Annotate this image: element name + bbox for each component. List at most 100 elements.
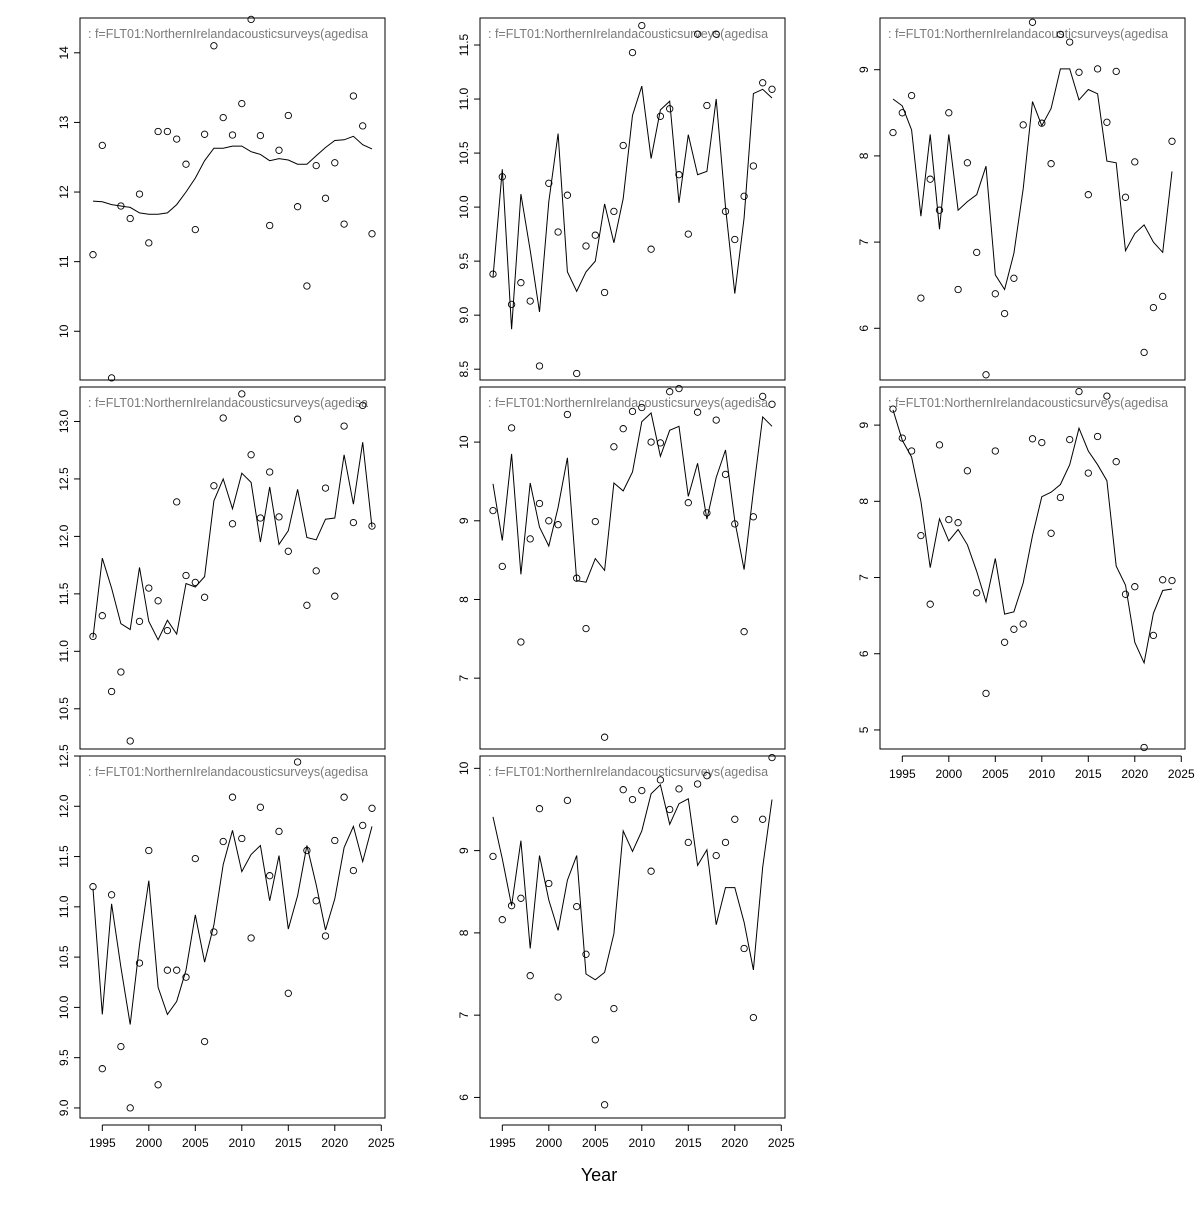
data-point [1093,432,1102,441]
data-point [749,513,758,521]
x-tick-label: 2025 [1168,767,1195,781]
data-point [573,574,581,582]
data-point [284,989,292,997]
panel-label: : f=FLT01:NorthernIrelandacousticsurveys… [888,396,1168,410]
data-point [582,624,590,633]
data-point [619,786,627,794]
data-point [1000,309,1009,318]
data-point [247,15,255,24]
y-tick-label: 12.5 [57,467,71,491]
y-tick-label: 10.5 [457,141,471,165]
x-tick-label: 2000 [535,1136,562,1150]
data-point [135,190,144,198]
data-point [638,21,646,30]
plot-frame [79,755,386,1119]
data-point [1047,529,1055,537]
data-point [917,294,925,302]
panel-grid: : f=FLT01:NorthernIrelandacousticsurveys… [57,15,1195,1150]
data-point [98,1065,106,1073]
data-point [89,251,97,259]
data-point [591,517,599,526]
data-point [917,531,925,540]
x-tick-label: 2015 [675,1136,702,1150]
data-point [489,852,497,861]
y-tick-label: 7 [457,1012,471,1019]
y-tick-label: 9.5 [57,1049,71,1066]
data-point [135,959,144,967]
data-point [1168,137,1176,145]
fitted-line [892,68,1173,291]
data-point [963,159,972,167]
data-point [582,242,590,250]
panel-label: : f=FLT01:NorthernIrelandacousticsurveys… [88,27,368,41]
plot-frame [879,386,1186,750]
data-point [1103,392,1111,400]
data-point [768,753,776,762]
x-tick-label: 2010 [1028,767,1055,781]
data-point [600,1101,609,1109]
data-point [759,815,767,823]
data-point [182,973,190,981]
data-point [1140,348,1148,357]
data-point [1056,30,1065,39]
data-point [759,79,767,87]
data-point [638,786,646,795]
data-point [1066,435,1074,444]
data-point [703,772,711,780]
y-tick-label: 10 [57,324,71,338]
data-point [219,414,227,422]
data-point [331,836,339,845]
data-point [507,300,516,309]
panel-label: : f=FLT01:NorthernIrelandacousticsurveys… [488,396,768,410]
y-tick-label: 11.0 [57,640,71,663]
data-point [368,522,376,530]
data-point [275,827,283,836]
data-point [628,48,637,57]
data-point [545,179,553,187]
data-point [973,589,981,597]
fitted-line [492,783,773,981]
y-tick-label: 9 [457,847,471,854]
data-point [526,972,534,980]
data-point [340,422,348,430]
y-tick-label: 7 [857,238,871,245]
data-point [554,521,562,529]
data-point [973,248,981,257]
data-point [238,390,246,398]
data-point [1038,119,1046,127]
data-point [1140,743,1148,752]
data-point [693,780,702,788]
data-point [610,443,618,451]
panel-8: : f=FLT01:NorthernIrelandacousticsurveys… [457,753,795,1150]
data-point [535,362,544,370]
fitted-line [92,442,373,641]
data-point [693,408,702,416]
data-point [275,513,283,521]
y-tick-label: 7 [857,574,871,581]
data-point [340,793,348,801]
data-point [610,207,618,216]
data-point [349,518,358,527]
data-point [768,400,776,408]
data-point [749,1013,758,1022]
data-point [1038,438,1046,447]
y-tick-label: 9.0 [457,307,471,324]
data-point [154,1081,162,1089]
y-tick-label: 10.0 [457,195,471,219]
data-point [247,934,255,942]
data-point [1010,274,1018,282]
data-point [1047,160,1055,168]
data-point [982,689,990,698]
fitted-line [492,412,773,583]
x-tick-label: 2025 [768,1136,795,1150]
panel-1: : f=FLT01:NorthernIrelandacousticsurveys… [57,15,386,382]
data-point [293,203,302,211]
data-point [1112,458,1120,466]
y-tick-label: 13 [57,115,71,129]
y-tick-label: 9 [457,517,471,524]
data-point [703,101,711,110]
y-tick-label: 14 [57,46,71,60]
data-point [712,851,720,860]
data-point [759,392,767,401]
data-point [1056,493,1065,502]
